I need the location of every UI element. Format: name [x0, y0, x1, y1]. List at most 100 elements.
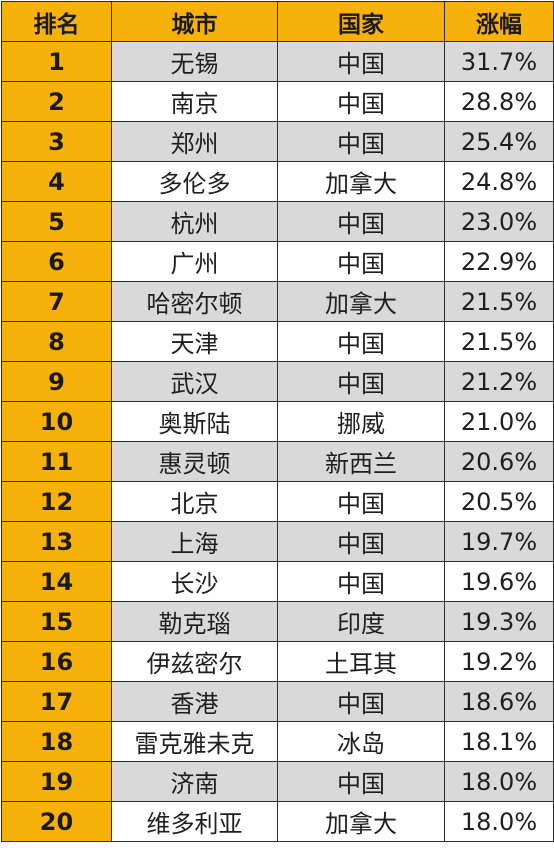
header-rank: 排名 — [1, 1, 112, 42]
city-cell: 杭州 — [111, 201, 278, 242]
table-row: 15 勒克瑙 印度 19.3% — [1, 601, 554, 642]
table-row: 2 南京 中国 28.8% — [1, 81, 554, 122]
table-row: 1 无锡 中国 31.7% — [1, 41, 554, 82]
city-cell: 勒克瑙 — [111, 601, 278, 642]
change-cell: 21.0% — [444, 401, 554, 442]
city-cell: 香港 — [111, 681, 278, 722]
country-cell: 中国 — [277, 41, 445, 82]
country-cell: 土耳其 — [277, 641, 445, 682]
country-cell: 中国 — [277, 121, 445, 162]
country-cell: 加拿大 — [277, 801, 445, 842]
table-row: 18 雷克雅未克 冰岛 18.1% — [1, 721, 554, 762]
change-cell: 20.5% — [444, 481, 554, 522]
city-cell: 雷克雅未克 — [111, 721, 278, 762]
rank-cell: 7 — [1, 281, 112, 322]
table-row: 13 上海 中国 19.7% — [1, 521, 554, 562]
header-row: 排名 城市 国家 涨幅 — [1, 1, 554, 42]
change-cell: 18.0% — [444, 801, 554, 842]
city-cell: 奥斯陆 — [111, 401, 278, 442]
change-cell: 19.3% — [444, 601, 554, 642]
city-cell: 伊兹密尔 — [111, 641, 278, 682]
city-cell: 郑州 — [111, 121, 278, 162]
change-cell: 18.1% — [444, 721, 554, 762]
table-body: 1 无锡 中国 31.7% 2 南京 中国 28.8% 3 郑州 中国 25.4% 4 多伦多 加拿大 24.… — [1, 41, 554, 842]
rank-cell: 16 — [1, 641, 112, 682]
country-cell: 冰岛 — [277, 721, 445, 762]
table-row: 20 维多利亚 加拿大 18.0% — [1, 801, 554, 842]
table-row: 12 北京 中国 20.5% — [1, 481, 554, 522]
city-cell: 南京 — [111, 81, 278, 122]
city-cell: 长沙 — [111, 561, 278, 602]
city-cell: 济南 — [111, 761, 278, 802]
city-cell: 无锡 — [111, 41, 278, 82]
table-row: 3 郑州 中国 25.4% — [1, 121, 554, 162]
change-cell: 24.8% — [444, 161, 554, 202]
change-cell: 22.9% — [444, 241, 554, 282]
rank-cell: 9 — [1, 361, 112, 402]
table-row: 7 哈密尔顿 加拿大 21.5% — [1, 281, 554, 322]
table-row: 4 多伦多 加拿大 24.8% — [1, 161, 554, 202]
change-cell: 31.7% — [444, 41, 554, 82]
city-cell: 天津 — [111, 321, 278, 362]
change-cell: 20.6% — [444, 441, 554, 482]
table-row: 6 广州 中国 22.9% — [1, 241, 554, 282]
city-cell: 广州 — [111, 241, 278, 282]
change-cell: 21.2% — [444, 361, 554, 402]
country-cell: 中国 — [277, 521, 445, 562]
country-cell: 中国 — [277, 761, 445, 802]
header-change: 涨幅 — [444, 1, 554, 42]
change-cell: 19.6% — [444, 561, 554, 602]
table-row: 10 奥斯陆 挪威 21.0% — [1, 401, 554, 442]
rank-cell: 13 — [1, 521, 112, 562]
table-row: 5 杭州 中国 23.0% — [1, 201, 554, 242]
rank-cell: 11 — [1, 441, 112, 482]
change-cell: 19.2% — [444, 641, 554, 682]
change-cell: 18.6% — [444, 681, 554, 722]
rank-cell: 8 — [1, 321, 112, 362]
rank-cell: 4 — [1, 161, 112, 202]
change-cell: 18.0% — [444, 761, 554, 802]
country-cell: 中国 — [277, 201, 445, 242]
change-cell: 21.5% — [444, 321, 554, 362]
city-cell: 北京 — [111, 481, 278, 522]
rank-cell: 17 — [1, 681, 112, 722]
city-cell: 哈密尔顿 — [111, 281, 278, 322]
rank-cell: 19 — [1, 761, 112, 802]
country-cell: 中国 — [277, 321, 445, 362]
change-cell: 25.4% — [444, 121, 554, 162]
city-cell: 惠灵顿 — [111, 441, 278, 482]
country-cell: 中国 — [277, 681, 445, 722]
rank-cell: 12 — [1, 481, 112, 522]
rank-cell: 6 — [1, 241, 112, 282]
country-cell: 印度 — [277, 601, 445, 642]
city-cell: 多伦多 — [111, 161, 278, 202]
table-row: 8 天津 中国 21.5% — [1, 321, 554, 362]
table-row: 9 武汉 中国 21.2% — [1, 361, 554, 402]
header-country: 国家 — [277, 1, 445, 42]
rank-cell: 14 — [1, 561, 112, 602]
change-cell: 23.0% — [444, 201, 554, 242]
rank-cell: 2 — [1, 81, 112, 122]
change-cell: 19.7% — [444, 521, 554, 562]
country-cell: 加拿大 — [277, 281, 445, 322]
rank-cell: 18 — [1, 721, 112, 762]
city-cell: 武汉 — [111, 361, 278, 402]
country-cell: 中国 — [277, 561, 445, 602]
rank-cell: 5 — [1, 201, 112, 242]
country-cell: 加拿大 — [277, 161, 445, 202]
change-cell: 28.8% — [444, 81, 554, 122]
country-cell: 中国 — [277, 81, 445, 122]
table-row: 17 香港 中国 18.6% — [1, 681, 554, 722]
rank-cell: 20 — [1, 801, 112, 842]
city-cell: 上海 — [111, 521, 278, 562]
rank-cell: 10 — [1, 401, 112, 442]
country-cell: 中国 — [277, 361, 445, 402]
rank-cell: 15 — [1, 601, 112, 642]
country-cell: 挪威 — [277, 401, 445, 442]
table-row: 19 济南 中国 18.0% — [1, 761, 554, 802]
country-cell: 中国 — [277, 481, 445, 522]
header-city: 城市 — [111, 1, 278, 42]
change-cell: 21.5% — [444, 281, 554, 322]
table-row: 11 惠灵顿 新西兰 20.6% — [1, 441, 554, 482]
